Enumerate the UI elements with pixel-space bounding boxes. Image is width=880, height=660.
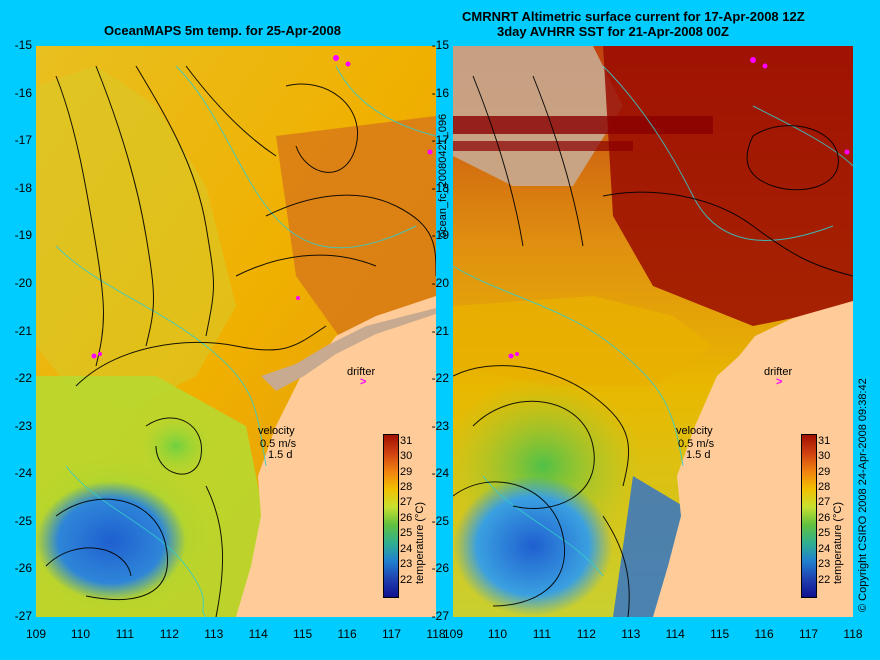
colorbar-tick-label: 22 xyxy=(818,573,831,586)
lon-tick-label: 116 xyxy=(754,627,774,641)
lon-tick-label: 112 xyxy=(576,627,596,641)
right-map-title-line2: 3day AVHRR SST for 21-Apr-2008 00Z xyxy=(497,24,729,39)
lon-tick-label: 109 xyxy=(25,627,47,641)
colorbar-tick-label: 27 xyxy=(400,496,413,509)
lon-tick-label: 115 xyxy=(710,627,730,641)
colorbar-tick-label: 24 xyxy=(818,542,831,555)
colorbar-left xyxy=(383,434,399,598)
lon-tick-label: 113 xyxy=(621,627,641,641)
lat-tick-label: -24 xyxy=(431,466,449,481)
lat-tick-label: -21 xyxy=(14,323,32,338)
lat-tick-label: -15 xyxy=(431,38,449,52)
colorbar-tick-label: 29 xyxy=(400,465,413,478)
colorbar-label-right: temperature (°C) xyxy=(832,501,844,584)
drifter-label-left: drifter xyxy=(347,366,376,378)
colorbar-tick-label: 28 xyxy=(818,481,831,493)
velocity-scale-left: 0.5 m/s xyxy=(260,438,297,450)
lat-tick-label: -26 xyxy=(431,561,449,576)
lat-tick-label: -16 xyxy=(431,85,449,100)
lat-tick-label: -16 xyxy=(14,85,32,100)
lon-tick-label: 111 xyxy=(532,627,551,641)
colorbar-tick-label: 28 xyxy=(400,481,413,493)
left-map-panel xyxy=(36,46,436,617)
lon-tick-label: 117 xyxy=(381,627,402,641)
lat-tick-label: -18 xyxy=(431,180,449,195)
colorbar-tick-label: 26 xyxy=(400,511,413,524)
lon-tick-label: 109 xyxy=(442,627,464,641)
lat-tick-label: -19 xyxy=(431,228,449,243)
lon-tick-label: 111 xyxy=(115,627,134,641)
right-map-svg xyxy=(453,46,853,617)
colorbar-label-left: temperature (°C) xyxy=(414,501,426,584)
left-map-title: OceanMAPS 5m temp. for 25-Apr-2008 xyxy=(104,23,341,38)
colorbar-tick-label: 27 xyxy=(818,496,831,509)
colorbar-tick-label: 22 xyxy=(400,573,413,586)
drifter-label-right: drifter xyxy=(764,366,793,378)
copyright-label: © Copyright CSIRO 2008 24-Apr-2008 09:38… xyxy=(857,378,869,612)
colorbar-tick-label: 25 xyxy=(818,527,831,540)
lat-tick-label: -25 xyxy=(431,513,449,528)
left-map-svg xyxy=(36,46,436,617)
lat-tick-label: -20 xyxy=(431,275,449,290)
lat-tick-label: -27 xyxy=(431,609,449,623)
lat-tick-label: -21 xyxy=(431,323,449,338)
lat-tick-label: -22 xyxy=(14,371,32,386)
drifter-arrow-left: > xyxy=(360,376,367,388)
velocity-time-right: 1.5 d xyxy=(686,449,711,461)
lat-tick-label: -15 xyxy=(14,38,32,52)
lat-tick-label: -26 xyxy=(14,561,32,576)
lon-tick-label: 110 xyxy=(70,627,90,641)
colorbar-tick-label: 30 xyxy=(400,450,413,463)
lat-tick-label: -25 xyxy=(14,513,32,528)
lat-tick-label: -20 xyxy=(14,275,32,290)
lat-tick-label: -27 xyxy=(14,609,32,623)
lon-tick-label: 118 xyxy=(843,627,863,641)
colorbar-tick-label: 26 xyxy=(818,511,831,524)
colorbar-tick-label: 25 xyxy=(400,527,413,540)
lon-tick-label: 110 xyxy=(487,627,507,641)
velocity-scale-right: 0.5 m/s xyxy=(678,438,715,450)
velocity-label-right: velocity xyxy=(676,425,713,437)
lat-tick-label: -23 xyxy=(14,418,32,433)
lon-tick-label: 118 xyxy=(426,627,446,641)
lat-tick-label: -18 xyxy=(14,180,32,195)
lon-tick-label: 114 xyxy=(665,627,685,641)
colorbar-tick-label: 31 xyxy=(400,434,413,447)
lat-tick-label: -17 xyxy=(14,133,32,148)
colorbar-tick-label: 30 xyxy=(818,450,831,463)
colorbar-tick-label: 23 xyxy=(818,558,831,571)
drifter-arrow-right: > xyxy=(776,376,783,388)
lat-tick-label: -24 xyxy=(14,466,32,481)
lon-tick-label: 116 xyxy=(337,627,357,641)
velocity-time-left: 1.5 d xyxy=(268,449,293,461)
colorbar-tick-label: 23 xyxy=(400,558,413,571)
lat-tick-label: -17 xyxy=(431,133,449,148)
right-map-panel xyxy=(453,46,853,617)
right-map-title-line1: CMRNRT Altimetric surface current for 17… xyxy=(462,9,805,24)
lat-tick-label: -22 xyxy=(431,371,449,386)
colorbar-tick-label: 29 xyxy=(818,465,831,478)
lat-tick-label: -23 xyxy=(431,418,449,433)
colorbar-right xyxy=(801,434,817,598)
lon-tick-label: 115 xyxy=(293,627,313,641)
lon-tick-label: 117 xyxy=(798,627,819,641)
colorbar-tick-label: 31 xyxy=(818,434,831,447)
velocity-label-left: velocity xyxy=(258,425,295,437)
colorbar-tick-label: 24 xyxy=(400,542,413,555)
lon-tick-label: 112 xyxy=(159,627,179,641)
lat-tick-label: -19 xyxy=(14,228,32,243)
lon-tick-label: 113 xyxy=(204,627,224,641)
lon-tick-label: 114 xyxy=(248,627,268,641)
forecast-id-label: ocean_fc_20080421_096 xyxy=(437,113,449,238)
